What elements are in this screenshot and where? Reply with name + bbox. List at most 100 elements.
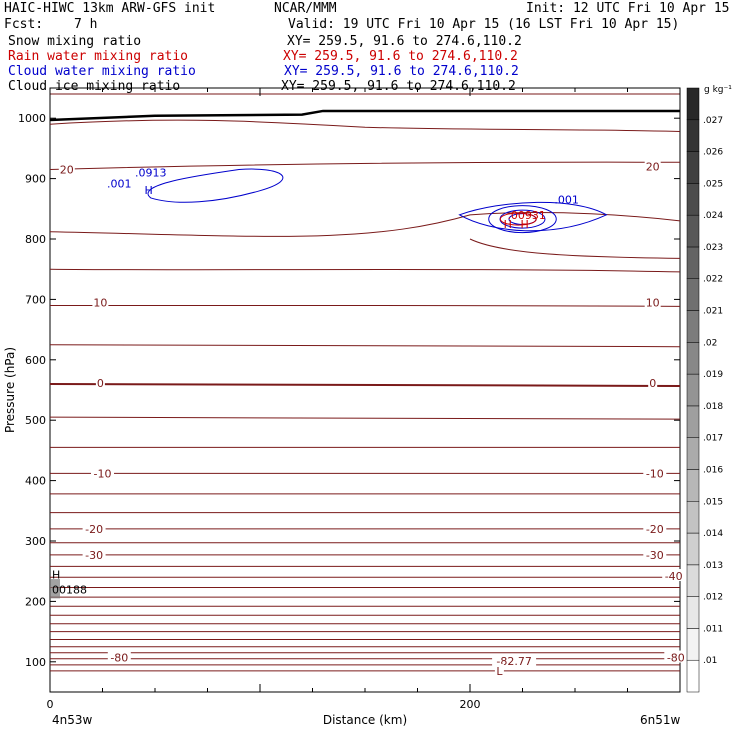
contour-labels: -80 -80-82.77L-40-30 -30-20 -20-10 -100 010 10…: [52, 159, 688, 678]
isotherm-line: [49, 416, 681, 420]
isotherm-line: [49, 212, 681, 237]
y-axis-title: Pressure (hPa): [3, 347, 17, 433]
rain-field-label: Rain water mixing ratio: [8, 49, 189, 64]
isotherm-label: -80: [110, 652, 128, 665]
colorbar-swatch: [686, 214, 700, 248]
isotherm-label: 20: [60, 164, 74, 177]
colorbar-level-label: .016: [703, 465, 723, 475]
cloud-water-field-xy: XY= 259.5, 91.6 to 274.6,110.2: [284, 64, 519, 79]
colorbar-swatch: [686, 246, 700, 279]
model-title: HAIC-HIWC 13km ARW-GFS init: [4, 1, 216, 16]
x-tick-label: 200: [460, 698, 481, 711]
y-tick-label: 100: [25, 656, 46, 669]
isotherm-label: -30: [646, 549, 664, 562]
terrain-line: [49, 109, 680, 122]
label-mask: [91, 466, 114, 479]
fcst-value: 7 h: [74, 17, 98, 32]
snow-max-value: 00188: [52, 583, 87, 596]
colorbar-swatch: [686, 501, 700, 534]
colorbar-level-label: .015: [703, 497, 723, 507]
isotherm-label: 0: [649, 377, 656, 390]
rain-label: H: [520, 218, 528, 231]
isotherm-line: [49, 268, 681, 273]
rain-field-xy: XY= 259.5, 91.6 to 274.6,110.2: [283, 49, 518, 64]
isotherm-label: 10: [646, 296, 660, 309]
colorbar-level-label: .024: [703, 211, 723, 221]
y-tick-label: 600: [25, 354, 46, 367]
y-tick-label: 700: [25, 293, 46, 306]
label-mask: [664, 650, 688, 663]
cloud-water-contour: [147, 168, 284, 203]
label-mask: [92, 295, 109, 308]
label-mask: [494, 663, 504, 676]
isotherm-label: 0: [97, 377, 104, 390]
isotherm-layer: [49, 268, 681, 672]
label-mask: [644, 295, 661, 308]
colorbar-level-label: .025: [703, 179, 723, 189]
colorbar-swatch: [686, 278, 700, 311]
label-mask: [643, 521, 667, 534]
rain-label: .00931: [507, 209, 546, 222]
cloud-water-label: .0913: [135, 167, 167, 180]
rain-contour: [499, 212, 537, 226]
isotherm-label: 10: [93, 296, 107, 309]
colorbar-level-label: .023: [703, 243, 723, 253]
x-axis-title: Distance (km): [323, 713, 407, 727]
org-label: NCAR/MMM: [274, 1, 337, 16]
colorbar-level-label: .01: [703, 656, 717, 666]
colorbar-swatch: [686, 373, 700, 407]
snow-max-marker: H: [52, 568, 60, 581]
label-mask: [643, 466, 667, 479]
colorbar-level-label: .019: [703, 370, 723, 380]
isotherm-label: -20: [646, 523, 664, 536]
colorbar-swatch: [686, 405, 700, 438]
fcst-label: Fcst:: [4, 17, 44, 32]
colorbar-swatch: [686, 87, 700, 121]
isotherm-label: L: [496, 665, 503, 678]
feature-contours: [49, 93, 681, 599]
label-mask: [58, 162, 75, 175]
colorbar-swatch: [686, 119, 700, 152]
colorbar-level-label: .013: [703, 561, 723, 571]
cloud-ice-field-label: Cloud ice mixing ratio: [8, 79, 181, 94]
label-mask: [82, 521, 106, 534]
isotherm-label: -82.77: [496, 655, 531, 668]
cloud-water-label: H: [145, 184, 153, 197]
colorbar-level-label: .021: [703, 307, 723, 317]
colorbar-level-label: .012: [703, 593, 723, 603]
colorbar-level-label: .02: [703, 338, 717, 348]
y-tick-label: 500: [25, 414, 46, 427]
y-tick-label: 900: [25, 173, 46, 186]
colorbar-swatch: [686, 469, 700, 502]
isotherm-line: [49, 382, 681, 387]
isotherm-label: -80: [667, 652, 685, 665]
label-mask: [107, 650, 131, 663]
cloud-water-contour: [488, 205, 557, 234]
label-mask: [492, 654, 537, 667]
colorbar-swatch: [686, 532, 700, 566]
init-time: Init: 12 UTC Fri 10 Apr 15: [526, 1, 730, 16]
colorbar-swatch: [686, 659, 700, 693]
colorbar-swatch: [686, 183, 700, 216]
left-endpoint-label: 4n53w: [52, 713, 93, 727]
valid-time: Valid: 19 UTC Fri 10 Apr 15 (16 LST Fri …: [288, 17, 680, 32]
label-mask: [648, 375, 658, 388]
colorbar-level-label: .018: [703, 402, 723, 412]
cloud-water-label: .001: [554, 194, 579, 207]
rain-label: H: [504, 218, 512, 231]
colorbar-swatch: [686, 596, 700, 629]
snow-field-xy: XY= 259.5, 91.6 to 274.6,110.2: [287, 34, 522, 49]
colorbar-level-label: .011: [703, 624, 723, 634]
colorbar-level-label: .017: [703, 434, 723, 444]
isotherm-line: [49, 344, 681, 348]
colorbar-swatch: [686, 564, 700, 597]
isotherm-label: -10: [94, 467, 112, 480]
y-tick-label: 300: [25, 535, 46, 548]
x-tick-label: 0: [47, 698, 54, 711]
cloud-water-label: .001: [107, 177, 132, 190]
isotherm-label: 20: [646, 161, 660, 174]
colorbar-level-label: .014: [703, 529, 723, 539]
isotherm-line: [49, 304, 681, 307]
